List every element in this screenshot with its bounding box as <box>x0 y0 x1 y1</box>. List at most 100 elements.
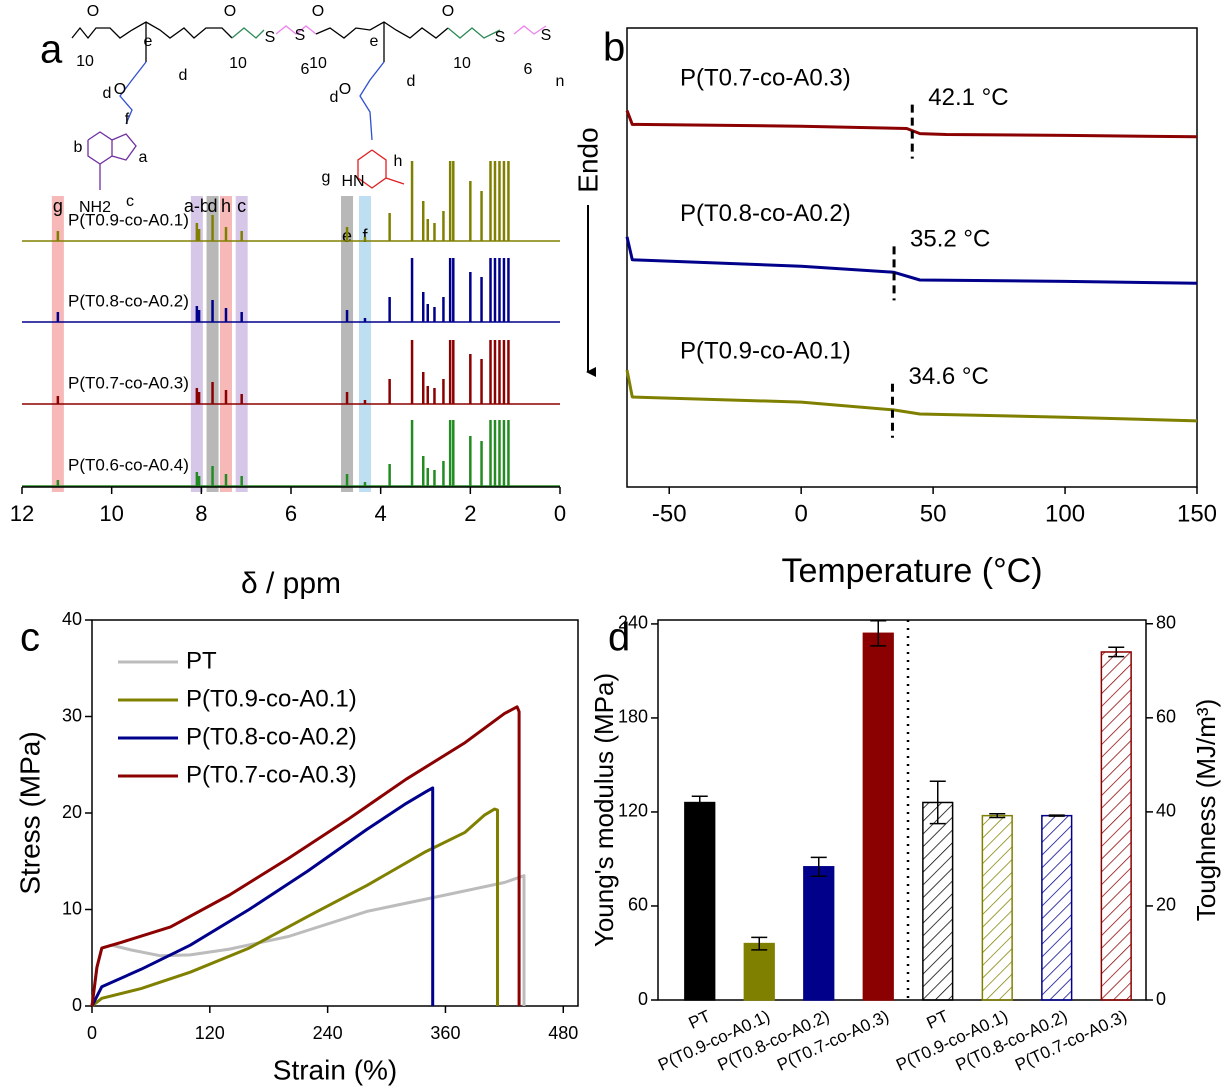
structure-label: g <box>322 169 331 186</box>
x-tick-label: 100 <box>1045 500 1085 527</box>
structure-label: 10 <box>76 53 94 70</box>
structure-label: f <box>125 111 130 128</box>
legend-label: PT <box>186 647 217 674</box>
plot-frame <box>626 27 1198 488</box>
spectrum-label: P(T0.8-co-A0.2) <box>68 291 189 310</box>
purine-ring <box>111 133 137 161</box>
structure-label: O <box>312 3 324 20</box>
data-line <box>625 236 1198 285</box>
ester-bond <box>359 61 385 141</box>
bar <box>684 801 716 1001</box>
spectrum-label: P(T0.6-co-A0.4) <box>68 455 189 474</box>
y-axis-label: Endo <box>572 127 603 192</box>
y2-tick-label: 80 <box>1156 613 1176 633</box>
purine-ring <box>87 131 113 165</box>
x-tick-label: 2 <box>464 501 476 526</box>
y-tick-label: 40 <box>62 609 82 629</box>
spectrum-label: P(T0.9-co-A0.1) <box>68 210 189 229</box>
band-label: d <box>208 196 218 216</box>
peak-band <box>235 196 248 492</box>
band-label: g <box>53 196 63 216</box>
tg-label: 35.2 °C <box>910 226 990 253</box>
y-tick-label: 0 <box>72 995 82 1015</box>
peak-band <box>51 196 64 492</box>
band-label: a-b <box>184 196 210 216</box>
bar <box>981 814 1013 1001</box>
thymine-ring <box>357 149 387 189</box>
panel-letter: a <box>40 28 63 72</box>
x-tick-label: 6 <box>285 501 297 526</box>
structure-label: S <box>495 29 506 46</box>
y-tick-label: 0 <box>638 989 648 1009</box>
bar <box>803 866 835 1001</box>
band-label: f <box>362 226 368 246</box>
structure-label: e <box>144 33 153 50</box>
x-axis-label: Temperature (°C) <box>781 552 1042 590</box>
series-label: P(T0.9-co-A0.1) <box>680 337 851 364</box>
chain-bond <box>513 25 547 35</box>
y-tick-label: 240 <box>618 613 648 633</box>
bar <box>1100 651 1132 1001</box>
legend-label: P(T0.7-co-A0.3) <box>186 761 357 788</box>
panel-letter: b <box>603 26 625 70</box>
peak-band <box>358 196 371 492</box>
structure-label: e <box>370 33 379 50</box>
structure-label: d <box>179 67 188 84</box>
chain-bond <box>447 27 501 39</box>
structure-label: d <box>103 85 112 102</box>
structure-label: 10 <box>229 55 247 72</box>
structure-label: 6 <box>301 61 310 78</box>
x-tick-label: 240 <box>313 1023 343 1043</box>
structure-label: S <box>265 29 276 46</box>
band-label: h <box>221 196 231 216</box>
structure-label: O <box>114 81 126 98</box>
structure-label: n <box>556 73 565 90</box>
legend-label: P(T0.9-co-A0.1) <box>186 685 357 712</box>
structure-label: O <box>339 81 351 98</box>
x-tick-label: 10 <box>99 501 123 526</box>
y-tick-label: 60 <box>628 895 648 915</box>
x-axis-label: Strain (%) <box>273 1054 397 1085</box>
y2-tick-label: 60 <box>1156 707 1176 727</box>
panel-letter: d <box>608 616 630 660</box>
structure-label: O <box>442 3 454 20</box>
x-tick-label: 480 <box>548 1023 578 1043</box>
panel-letter: c <box>20 616 40 660</box>
chain-bond <box>275 25 317 35</box>
structure-label: 10 <box>453 55 471 72</box>
y-tick-label: 10 <box>62 898 82 918</box>
y2-tick-label: 40 <box>1156 801 1176 821</box>
series-label: P(T0.8-co-A0.2) <box>680 200 851 227</box>
y-axis-label: Stress (MPa) <box>14 731 45 894</box>
structure-label: O <box>224 3 236 20</box>
y2-tick-label: 20 <box>1156 895 1176 915</box>
x-tick-label: 12 <box>10 501 34 526</box>
bar <box>743 942 775 1001</box>
data-line <box>90 874 526 1007</box>
y-tick-label: 30 <box>62 705 82 725</box>
structure-drawing <box>71 21 547 190</box>
spectrum-label: P(T0.7-co-A0.3) <box>68 373 189 392</box>
structure-label: S <box>541 27 552 44</box>
y-axis-label: Young's modulus (MPa) <box>589 673 619 947</box>
structure-label: d <box>407 73 416 90</box>
plot-frame <box>91 619 579 1007</box>
structure-label: d <box>330 89 339 106</box>
x-tick-label: 120 <box>195 1023 225 1043</box>
structure-label: 6 <box>524 61 533 78</box>
x-tick-label: PT <box>686 1006 714 1032</box>
bar <box>862 632 894 1001</box>
y2-tick-label: 0 <box>1156 989 1166 1009</box>
tg-label: 34.6 °C <box>908 363 988 390</box>
x-tick-label: 150 <box>1177 500 1217 527</box>
y-tick-label: 180 <box>618 707 648 727</box>
legend-label: P(T0.8-co-A0.2) <box>186 723 357 750</box>
chain-bond <box>231 27 265 39</box>
structure-label: O <box>87 3 99 20</box>
x-tick-label: 8 <box>195 501 207 526</box>
plot-frame <box>657 619 1147 1001</box>
x-tick-label: 0 <box>554 501 566 526</box>
data-line <box>90 705 521 1007</box>
data-line <box>90 786 435 1007</box>
